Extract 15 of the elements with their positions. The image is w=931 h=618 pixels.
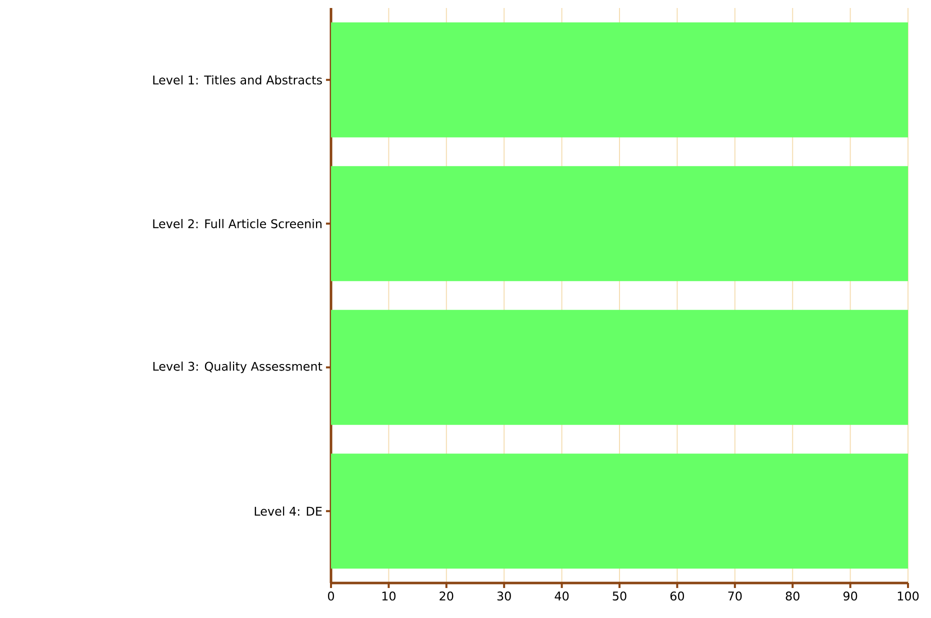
y-tick-label: Level 3: Quality Assessment <box>153 362 322 374</box>
x-tick-label: 50 <box>612 592 626 601</box>
y-tick-label: Level 1: Titles and Abstracts <box>153 75 322 84</box>
x-tick-label: 60 <box>670 592 684 601</box>
x-tick-label: 90 <box>843 592 858 601</box>
x-tick-label: 10 <box>382 592 396 601</box>
x-tick-label: 30 <box>497 592 511 601</box>
y-tick-label: Level 4: DE <box>254 506 322 516</box>
x-tick-label: 20 <box>440 592 454 601</box>
x-tick-label: 70 <box>728 592 742 601</box>
y-tick-label: Level 2: Full Article Screenin <box>153 218 322 228</box>
x-tick-label: 100 <box>898 592 919 601</box>
x-tick-label: 40 <box>554 592 569 601</box>
x-tick-label: 0 <box>328 592 334 601</box>
x-tick-label: 80 <box>786 592 800 601</box>
